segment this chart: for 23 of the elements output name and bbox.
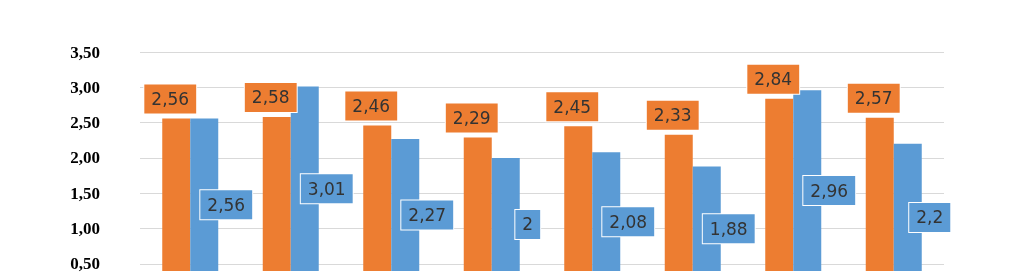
data-label: 2,46 <box>352 95 391 116</box>
data-label: 2,45 <box>553 96 592 117</box>
data-label: 2 <box>522 214 534 235</box>
y-tick-label: 0,50 <box>70 254 100 274</box>
data-label: 2,29 <box>452 107 491 128</box>
y-tick-label: 2,00 <box>70 148 100 168</box>
data-label: 3,01 <box>307 178 346 199</box>
data-label: 2,2 <box>916 207 944 228</box>
data-label: 2,96 <box>810 180 849 201</box>
data-label: 2,33 <box>653 105 692 126</box>
y-tick-label: 3,00 <box>70 77 100 97</box>
data-label: 2,08 <box>609 211 648 232</box>
y-tick-label: 3,50 <box>70 42 100 62</box>
y-tick-label: 1,00 <box>70 219 100 239</box>
y-tick-label: 2,50 <box>70 113 100 133</box>
data-label: 2,58 <box>251 87 290 108</box>
data-label: 2,56 <box>151 88 190 109</box>
data-label: 2,84 <box>754 69 793 90</box>
y-tick-label: 1,50 <box>70 183 100 203</box>
data-label: 2,57 <box>854 88 893 109</box>
data-label: 1,88 <box>709 218 748 239</box>
data-label: 2,27 <box>408 204 447 225</box>
data-label: 2,56 <box>207 194 246 215</box>
